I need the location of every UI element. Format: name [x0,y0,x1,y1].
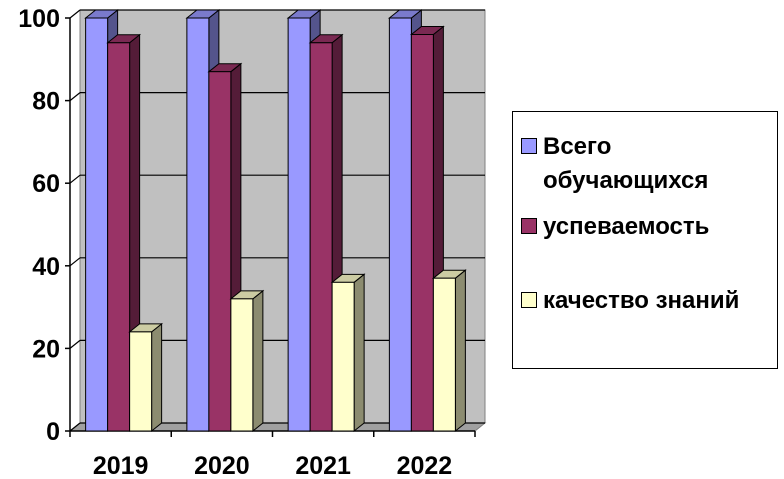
gridline-depth [69,174,81,184]
bar-front [388,17,412,432]
bar [431,269,467,433]
bar-side [454,269,466,433]
legend-item-progress: успеваемость [521,210,709,244]
legend-item-total: Всего обучающихся [521,130,708,198]
y-axis-labels: 0 20 40 60 80 100 [18,5,60,446]
bar-front [208,71,232,432]
bar-side [252,289,264,433]
bar [330,273,366,433]
y-tick-label: 100 [18,5,60,33]
x-tick-label: 2022 [397,452,453,479]
bar-front [186,17,210,432]
y-tick-label: 80 [32,88,60,116]
legend-swatch-progress [521,218,537,234]
bar-front [230,298,254,432]
bar [409,25,445,433]
bar [128,322,164,433]
legend-item-quality: качество знаний [521,284,739,318]
bars [84,8,467,433]
gridline-depth [69,422,81,432]
x-tick-label: 2019 [93,452,149,479]
bar-side [151,322,163,433]
legend-swatch-quality [521,292,537,308]
legend-label-progress: успеваемость [543,213,710,240]
x-tick-label: 2021 [295,452,351,479]
legend: Всего обучающихся успеваемость качество … [512,111,778,369]
legend-label-total: Всего обучающихся [543,133,709,194]
bar-front [107,42,131,432]
y-tick-label: 0 [46,418,60,446]
gridline-depth [69,257,81,267]
bar-front [309,42,333,432]
gridline-depth [69,339,81,349]
legend-swatch-total [521,138,537,154]
y-tick-label: 40 [32,253,60,281]
bar-front [432,277,456,432]
bar [229,289,265,433]
y-tick-label: 60 [32,170,60,198]
x-tick-label: 2020 [194,452,250,479]
gridline-depth [69,9,81,19]
bar-front [331,281,355,432]
bar-front [129,331,153,432]
bar-front [85,17,109,432]
legend-label-quality: качество знаний [543,287,740,314]
bar-front [287,17,311,432]
bar-side [353,273,365,433]
x-axis-labels: 2019 2020 2021 2022 [93,452,452,479]
bar-front [410,34,434,432]
gridline-depth [69,92,81,102]
y-tick-label: 20 [32,335,60,363]
